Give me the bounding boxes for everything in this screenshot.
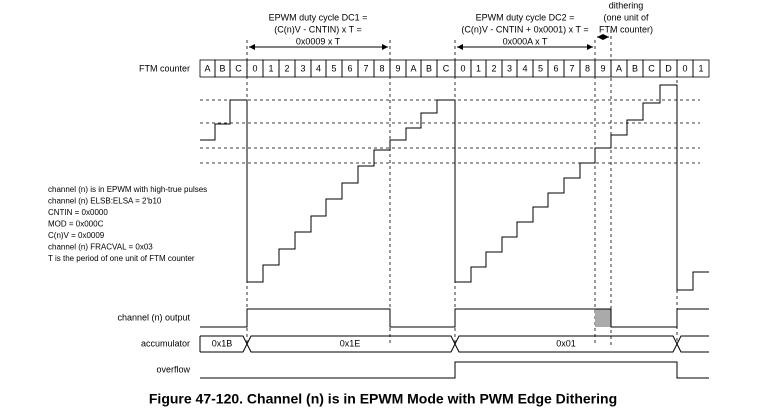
counter-value: 1 xyxy=(268,63,273,73)
accumulator-wave xyxy=(199,335,709,353)
counter-value: 5 xyxy=(331,63,336,73)
counter-value: C xyxy=(648,63,655,73)
signal-label: channel (n) output xyxy=(117,312,190,322)
counter-value: 7 xyxy=(569,63,574,73)
signal-label: FTM counter xyxy=(139,63,190,73)
note: T is the period of one unit of FTM count… xyxy=(48,254,195,263)
annotation: (one unit of xyxy=(603,12,649,22)
staircase xyxy=(200,84,709,291)
counter-value: 6 xyxy=(347,63,352,73)
counter-value: B xyxy=(219,63,225,73)
annotation: (C(n)V - CNTIN + 0x0001) x T = xyxy=(461,24,588,34)
counter-value: C xyxy=(235,63,242,73)
accumulator-value: 0x01 xyxy=(556,338,576,348)
counter-value: 0 xyxy=(252,63,257,73)
annotation: (C(n)V - CNTIN) x T = xyxy=(274,24,361,34)
counter-value: 8 xyxy=(379,63,384,73)
counter-value: 7 xyxy=(363,63,368,73)
overflow-wave xyxy=(200,361,709,379)
note: channel (n) FRACVAL = 0x03 xyxy=(48,243,153,252)
note: CNTIN = 0x0000 xyxy=(48,208,108,217)
counter-value: 9 xyxy=(395,63,400,73)
counter-value: D xyxy=(665,63,672,73)
counter-value: 6 xyxy=(553,63,558,73)
counter-value: 2 xyxy=(491,63,496,73)
counter-value: 3 xyxy=(507,63,512,73)
counter-value: 5 xyxy=(538,63,543,73)
counter-value: A xyxy=(410,63,416,73)
channel-output-wave xyxy=(200,308,709,328)
annotation: 0x000A x T xyxy=(503,36,548,46)
counter-value: 1 xyxy=(698,63,703,73)
accumulator-value: 0x1E xyxy=(340,338,361,348)
note: channel (n) ELSB:ELSA = 2'b10 xyxy=(48,197,162,206)
annotation: EPWM duty cycle DC1 = xyxy=(269,12,368,22)
note: channel (n) is in EPWM with high-true pu… xyxy=(48,185,207,194)
counter-value: C xyxy=(443,63,450,73)
annotation: EPWM duty cycle DC2 = xyxy=(476,12,575,22)
accumulator-value: 0x1B xyxy=(212,338,233,348)
counter-value: A xyxy=(616,63,622,73)
counter-value: B xyxy=(426,63,432,73)
dither-region xyxy=(595,309,611,327)
note: MOD = 0x000C xyxy=(48,220,104,229)
caption: Figure 47-120. Channel (n) is in EPWM Mo… xyxy=(149,391,617,407)
counter-value: 0 xyxy=(682,63,687,73)
annotation: dithering xyxy=(609,0,644,10)
counter-value: B xyxy=(632,63,638,73)
counter-value: 8 xyxy=(585,63,590,73)
note: C(n)V = 0x0009 xyxy=(48,231,105,240)
counter-value: 1 xyxy=(476,63,481,73)
counter-value: 4 xyxy=(316,63,321,73)
annotation: FTM counter) xyxy=(599,24,653,34)
counter-cell xyxy=(692,59,710,78)
annotation: 0x0009 x T xyxy=(296,36,341,46)
counter-value: 2 xyxy=(284,63,289,73)
counter-value: 4 xyxy=(522,63,527,73)
counter-value: 9 xyxy=(600,63,605,73)
counter-value: 3 xyxy=(300,63,305,73)
signal-label: overflow xyxy=(156,364,190,374)
signal-label: accumulator xyxy=(141,338,190,348)
counter-value: 0 xyxy=(460,63,465,73)
counter-value: A xyxy=(204,63,210,73)
